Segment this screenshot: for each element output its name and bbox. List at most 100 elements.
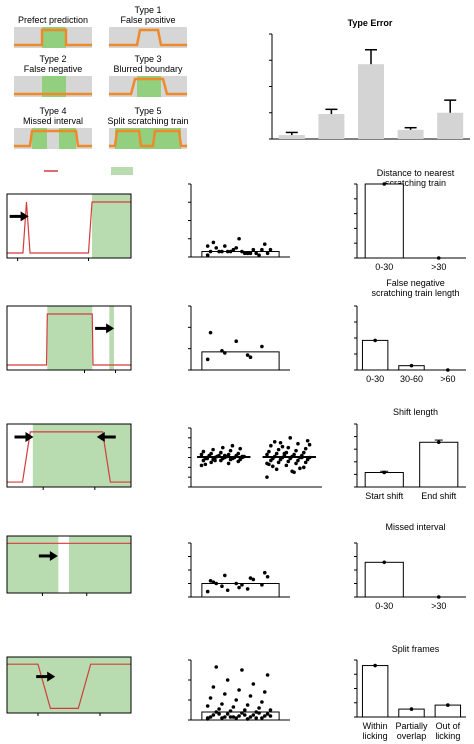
data-point [226, 461, 231, 466]
data-point [296, 458, 300, 463]
data-point [214, 665, 219, 669]
data-point [305, 438, 310, 443]
plot-frame [6, 656, 132, 714]
plot-frame [6, 305, 132, 371]
chart-title: Shift length [393, 407, 438, 417]
data-point [262, 570, 267, 575]
x-tick-label: End shift [421, 491, 457, 501]
bar [318, 114, 345, 139]
panel-e2-scatter [188, 427, 322, 488]
schematic-reference [42, 76, 66, 97]
data-point [268, 708, 273, 712]
schematic-tile-fp: Type 1 False positive [109, 5, 187, 48]
data-point [222, 453, 227, 458]
data-point [265, 574, 270, 579]
x-tick-label: Start shift [365, 491, 404, 501]
legend-reference-swatch [111, 167, 133, 175]
bar [437, 112, 464, 139]
reference-interval [92, 194, 131, 258]
data-point [231, 247, 236, 252]
label-line: licking [435, 731, 460, 741]
data-point [213, 458, 217, 463]
data-point [223, 692, 227, 696]
schematic-title: Type 1 False positive [120, 5, 175, 25]
data-point [260, 583, 264, 587]
data-point [267, 449, 271, 454]
arrow-head [49, 550, 58, 561]
data-point [242, 708, 247, 712]
prediction-line [7, 431, 131, 483]
bar [419, 441, 459, 488]
data-point [274, 467, 279, 472]
data-point [248, 355, 253, 360]
x-tick-label: Within licking [363, 721, 388, 741]
x-tick-label: 0-30 [375, 601, 393, 611]
label-line: 30-60 [400, 374, 423, 384]
schematic-title: Type 4 Missed interval [23, 106, 83, 126]
bar [361, 339, 389, 371]
panel-e1-trace [6, 423, 132, 490]
schematic-prediction [109, 129, 187, 148]
legend [44, 167, 133, 175]
data-point [265, 251, 270, 256]
data-point [231, 715, 236, 719]
panel-f3-bar-chart: Missed interval 0-30 >30 [354, 522, 466, 611]
arrow-head [106, 323, 115, 334]
x-tick-label: >60 [440, 374, 455, 384]
bar [278, 135, 305, 139]
panel-f1-trace [6, 535, 132, 596]
data-point [205, 704, 210, 708]
data-point [262, 690, 267, 694]
schematic-prediction [14, 129, 92, 148]
data-point [217, 249, 221, 254]
data-point [260, 247, 264, 252]
data-point [254, 251, 258, 256]
data-point [286, 445, 291, 450]
data-point [240, 583, 244, 587]
bar-mean-point [446, 368, 450, 372]
data-point [208, 330, 213, 335]
data-point [296, 441, 300, 446]
data-point [220, 716, 224, 720]
data-point [268, 247, 273, 252]
data-point [270, 464, 275, 469]
label-line: Distance to nearest [377, 168, 455, 178]
data-point [248, 576, 253, 580]
bar-mean-point [436, 256, 441, 260]
data-point [251, 713, 256, 717]
label-line: Split scratching train [107, 116, 188, 126]
data-point [300, 455, 304, 460]
label-line: scratching train length [371, 288, 459, 298]
data-point [217, 712, 221, 716]
data-point [238, 446, 243, 451]
data-point [260, 700, 264, 704]
label-line: Blurred boundary [113, 64, 183, 74]
bar-mean-point [436, 595, 441, 599]
panel-d3-bar-chart: False negative scratching train length 0-3… [354, 278, 466, 384]
data-point [211, 447, 215, 452]
data-point [231, 705, 236, 709]
label-line: 0-30 [375, 262, 393, 272]
label-line: >30 [431, 601, 446, 611]
reference-interval [7, 657, 131, 713]
bar-mean-point [382, 560, 387, 565]
data-point [225, 712, 230, 716]
panel-d1-trace [6, 305, 132, 373]
label-line: False negative [24, 64, 83, 74]
data-point [240, 454, 244, 459]
arrow-head [47, 671, 56, 682]
arrow-head [25, 432, 34, 442]
data-point [245, 703, 250, 707]
label-line: 0-30 [366, 374, 384, 384]
bar-mean-point [373, 338, 377, 343]
label-line: Missed interval [385, 522, 445, 532]
data-point [220, 249, 224, 254]
data-point [234, 581, 239, 586]
data-point [282, 451, 287, 456]
panel-g2-scatter [188, 659, 290, 721]
data-point [248, 715, 253, 719]
chart-title: Distance to nearest scratching train [377, 168, 455, 188]
data-point [234, 339, 239, 344]
panel-g1-trace [6, 656, 132, 716]
schematic-reference [115, 128, 181, 149]
